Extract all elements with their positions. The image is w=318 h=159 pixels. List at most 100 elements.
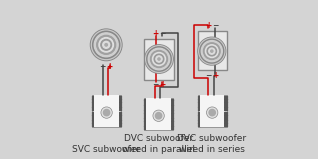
Circle shape: [147, 47, 171, 71]
Bar: [119, 114, 121, 116]
Bar: [171, 104, 173, 106]
Bar: [171, 109, 173, 111]
Bar: [171, 125, 173, 127]
Bar: [171, 115, 173, 116]
Bar: [144, 123, 146, 124]
Text: −: −: [212, 21, 218, 30]
Bar: [119, 101, 121, 103]
Circle shape: [200, 39, 224, 63]
Bar: [119, 109, 121, 111]
Circle shape: [105, 44, 107, 46]
Circle shape: [156, 113, 162, 119]
Bar: [144, 117, 146, 119]
Text: −: −: [159, 29, 166, 38]
Bar: [197, 117, 200, 118]
Bar: [171, 107, 173, 108]
Bar: [225, 112, 227, 113]
Bar: [144, 120, 146, 121]
Text: +: +: [159, 80, 166, 89]
Circle shape: [156, 56, 162, 62]
Bar: [197, 98, 200, 100]
Circle shape: [91, 30, 121, 60]
Circle shape: [205, 45, 218, 58]
Bar: [225, 101, 227, 103]
Bar: [144, 104, 146, 106]
Bar: [119, 96, 121, 97]
Text: −: −: [205, 71, 211, 80]
Bar: [197, 101, 200, 103]
Bar: [225, 114, 227, 116]
Bar: [119, 122, 121, 124]
Circle shape: [101, 39, 112, 50]
Circle shape: [103, 41, 110, 48]
Circle shape: [93, 31, 120, 58]
Bar: [92, 109, 94, 111]
Bar: [144, 102, 146, 103]
Bar: [92, 122, 94, 124]
Circle shape: [158, 58, 160, 60]
Bar: [119, 119, 121, 121]
Bar: [200, 95, 225, 127]
Bar: [197, 104, 200, 105]
Text: +: +: [205, 21, 211, 30]
Bar: [92, 117, 94, 118]
Bar: [225, 122, 227, 124]
Bar: [197, 95, 227, 127]
Bar: [225, 96, 227, 97]
Circle shape: [148, 48, 170, 70]
Circle shape: [154, 54, 164, 64]
Bar: [171, 112, 173, 114]
Bar: [92, 98, 94, 100]
Bar: [225, 104, 227, 105]
Bar: [119, 104, 121, 105]
Circle shape: [145, 45, 173, 73]
Bar: [119, 117, 121, 118]
Bar: [92, 95, 121, 127]
Circle shape: [146, 46, 172, 72]
Bar: [92, 106, 94, 108]
Text: SVC subwoofer: SVC subwoofer: [72, 145, 140, 154]
Bar: [197, 109, 200, 111]
Bar: [92, 112, 94, 113]
Circle shape: [201, 41, 222, 62]
Circle shape: [209, 48, 215, 54]
Bar: [144, 107, 146, 108]
Text: DVC subwoofer
wired in series: DVC subwoofer wired in series: [177, 134, 246, 154]
Circle shape: [204, 43, 220, 59]
Bar: [197, 122, 200, 124]
Bar: [197, 106, 200, 108]
Bar: [197, 31, 227, 70]
Bar: [92, 104, 94, 105]
Bar: [119, 125, 121, 126]
Bar: [119, 112, 121, 113]
Bar: [92, 125, 94, 126]
Circle shape: [211, 50, 213, 52]
Bar: [171, 117, 173, 119]
Circle shape: [198, 37, 226, 65]
Circle shape: [99, 38, 114, 52]
Text: +: +: [212, 71, 218, 80]
Bar: [225, 98, 227, 100]
Circle shape: [207, 46, 217, 56]
Bar: [94, 95, 119, 127]
Bar: [144, 115, 146, 116]
Text: −: −: [100, 62, 106, 72]
Bar: [197, 112, 200, 113]
Text: +: +: [107, 62, 113, 72]
Bar: [146, 98, 171, 130]
Bar: [197, 114, 200, 116]
Circle shape: [94, 33, 118, 57]
Bar: [144, 99, 146, 100]
Bar: [144, 98, 173, 130]
Bar: [92, 96, 94, 97]
Circle shape: [101, 107, 112, 118]
Bar: [225, 106, 227, 108]
Bar: [225, 119, 227, 121]
Bar: [225, 117, 227, 118]
Text: +: +: [152, 29, 159, 38]
Bar: [92, 114, 94, 116]
Bar: [225, 109, 227, 111]
Bar: [144, 125, 146, 127]
Bar: [144, 109, 146, 111]
Bar: [197, 125, 200, 126]
